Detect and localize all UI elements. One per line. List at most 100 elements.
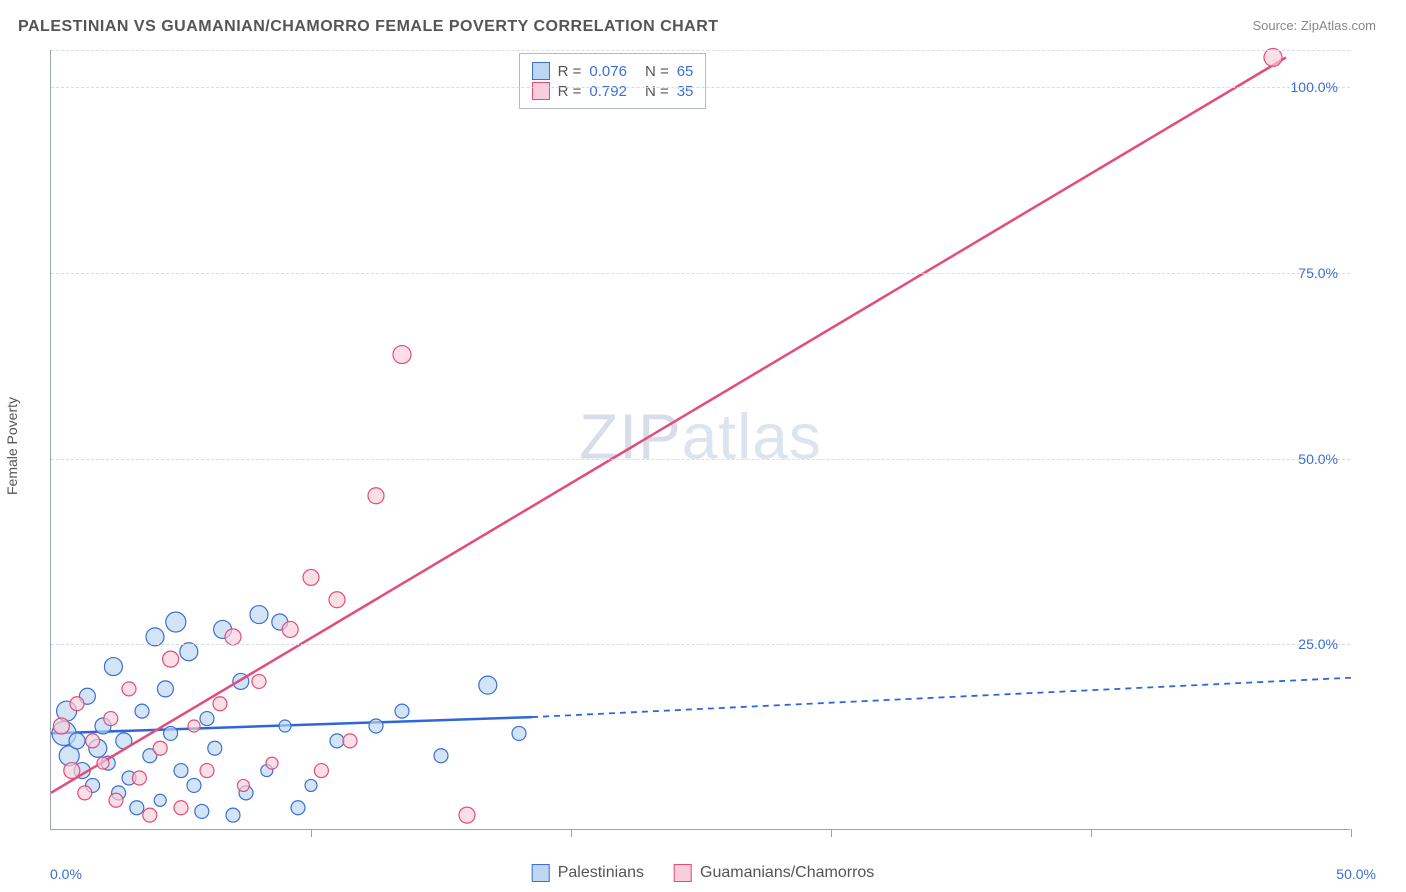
stat-value-n: 65: [677, 63, 694, 80]
source-attribution: Source: ZipAtlas.com: [1252, 18, 1376, 33]
regression-line: [51, 57, 1286, 792]
legend-swatch: [532, 82, 550, 100]
data-point: [369, 719, 383, 733]
data-point: [225, 629, 241, 645]
legend-label: Palestinians: [558, 864, 644, 882]
data-point: [303, 569, 319, 585]
data-point: [104, 658, 122, 676]
data-point: [330, 734, 344, 748]
data-point: [157, 681, 173, 697]
x-tick-50: 50.0%: [1336, 866, 1376, 882]
legend-item: Palestinians: [532, 864, 644, 882]
data-point: [479, 676, 497, 694]
y-tick-label: 100.0%: [1291, 79, 1338, 95]
data-point: [314, 764, 328, 778]
data-point: [104, 712, 118, 726]
stat-label-r: R =: [558, 63, 582, 80]
gridline: [51, 50, 1350, 51]
data-point: [174, 801, 188, 815]
data-point: [146, 628, 164, 646]
data-point: [1264, 48, 1282, 66]
data-point: [143, 808, 157, 822]
data-point: [187, 778, 201, 792]
data-point: [130, 801, 144, 815]
legend-item: Guamanians/Chamorros: [674, 864, 874, 882]
x-tick: [831, 829, 832, 837]
plot-svg: [51, 50, 1350, 829]
data-point: [282, 621, 298, 637]
x-tick: [1351, 829, 1352, 837]
data-point: [266, 757, 278, 769]
legend-label: Guamanians/Chamorros: [700, 864, 874, 882]
data-point: [393, 346, 411, 364]
data-point: [226, 808, 240, 822]
data-point: [97, 757, 109, 769]
data-point: [250, 606, 268, 624]
y-tick-label: 75.0%: [1298, 265, 1338, 281]
data-point: [180, 643, 198, 661]
stat-value-r: 0.792: [589, 83, 627, 100]
data-point: [70, 697, 84, 711]
data-point: [200, 764, 214, 778]
x-tick-0: 0.0%: [50, 866, 82, 882]
plot-area: ZIPatlas R =0.076N =65R =0.792N =35 25.0…: [50, 50, 1350, 830]
data-point: [132, 771, 146, 785]
legend-swatch: [532, 864, 550, 882]
regression-line-extrapolated: [532, 678, 1351, 717]
data-point: [195, 804, 209, 818]
data-point: [329, 592, 345, 608]
stat-label-n: N =: [645, 63, 669, 80]
data-point: [86, 734, 100, 748]
x-tick: [1091, 829, 1092, 837]
data-point: [109, 793, 123, 807]
data-point: [200, 712, 214, 726]
stat-label-n: N =: [645, 83, 669, 100]
data-point: [459, 807, 475, 823]
data-point: [164, 726, 178, 740]
data-point: [279, 720, 291, 732]
stat-label-r: R =: [558, 83, 582, 100]
data-point: [237, 779, 249, 791]
gridline: [51, 87, 1350, 88]
stats-legend-row: R = 0.792 N = 35: [532, 82, 694, 100]
y-tick-label: 50.0%: [1298, 451, 1338, 467]
series-legend: Palestinians Guamanians/Chamorros: [532, 864, 875, 882]
data-point: [252, 674, 266, 688]
correlation-chart: PALESTINIAN VS GUAMANIAN/CHAMORRO FEMALE…: [0, 0, 1406, 892]
data-point: [69, 733, 85, 749]
data-point: [343, 734, 357, 748]
data-point: [154, 794, 166, 806]
data-point: [305, 779, 317, 791]
data-point: [163, 651, 179, 667]
data-point: [166, 612, 186, 632]
data-point: [512, 726, 526, 740]
data-point: [291, 801, 305, 815]
legend-swatch: [674, 864, 692, 882]
data-point: [208, 741, 222, 755]
data-point: [434, 749, 448, 763]
data-point: [213, 697, 227, 711]
data-point: [174, 764, 188, 778]
y-axis-title: Female Poverty: [4, 397, 20, 495]
data-point: [153, 741, 167, 755]
data-point: [188, 720, 200, 732]
data-point: [368, 488, 384, 504]
data-point: [78, 786, 92, 800]
gridline: [51, 273, 1350, 274]
data-point: [395, 704, 409, 718]
legend-swatch: [532, 62, 550, 80]
stat-value-n: 35: [677, 83, 694, 100]
stat-value-r: 0.076: [589, 63, 627, 80]
stats-legend-row: R = 0.076 N = 65: [532, 62, 694, 80]
data-point: [135, 704, 149, 718]
chart-title: PALESTINIAN VS GUAMANIAN/CHAMORRO FEMALE…: [18, 18, 719, 36]
data-point: [64, 763, 80, 779]
data-point: [53, 718, 69, 734]
gridline: [51, 459, 1350, 460]
x-tick: [571, 829, 572, 837]
stats-legend: R = 0.076 N = 65 R = 0.792 N = 35: [519, 53, 707, 109]
x-tick: [311, 829, 312, 837]
y-tick-label: 25.0%: [1298, 636, 1338, 652]
gridline: [51, 644, 1350, 645]
data-point: [122, 682, 136, 696]
